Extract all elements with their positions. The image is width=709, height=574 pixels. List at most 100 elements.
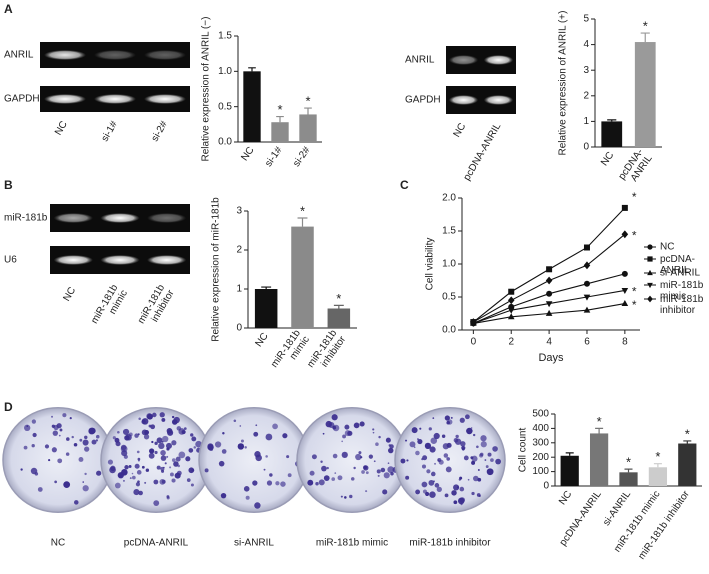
- colony: [426, 469, 431, 474]
- colony: [44, 444, 50, 449]
- data-point: [583, 261, 591, 270]
- bar: [648, 467, 668, 486]
- colony: [436, 486, 442, 493]
- y-tick-label: 500: [532, 409, 549, 420]
- y-axis-label: Relative expression of ANRIL (−): [201, 17, 212, 162]
- colony: [472, 433, 476, 437]
- colony: [459, 497, 465, 503]
- colony: [378, 435, 381, 439]
- y-axis-label: Cell viability: [425, 238, 436, 291]
- colony: [347, 430, 353, 436]
- data-point: [583, 244, 590, 251]
- colony: [373, 460, 376, 463]
- colony: [188, 467, 195, 474]
- colony: [429, 491, 436, 498]
- colony: [112, 436, 116, 440]
- colony: [178, 428, 186, 435]
- colony: [129, 477, 132, 480]
- colony: [31, 444, 35, 448]
- gel-lane-label: NC: [53, 119, 70, 137]
- x-axis-label: Days: [538, 352, 564, 364]
- colony: [146, 413, 153, 420]
- colony: [424, 442, 432, 450]
- colony: [332, 425, 337, 430]
- colony: [95, 434, 100, 439]
- gel-lane-label: miR-181bmimic: [89, 282, 130, 331]
- colony: [233, 419, 237, 423]
- x-tick-label: 4: [546, 337, 552, 348]
- colony: [171, 440, 177, 446]
- colony: [315, 481, 319, 486]
- colony: [282, 433, 288, 439]
- colony: [453, 500, 458, 505]
- colony: [287, 473, 292, 478]
- legend-label: miR-181b inhibitor: [660, 294, 704, 316]
- colony: [434, 483, 440, 488]
- colony: [255, 454, 262, 462]
- colony: [74, 500, 79, 505]
- gel-band: [100, 255, 140, 265]
- x-tick-label: NC: [599, 150, 616, 168]
- colony: [428, 479, 435, 486]
- colony: [433, 432, 440, 440]
- x-tick-label: miR-181b inhibitor: [636, 488, 692, 561]
- colony: [432, 417, 435, 420]
- colony: [269, 473, 273, 477]
- colony: [124, 465, 129, 470]
- colony: [344, 424, 350, 430]
- gel-band: [144, 50, 186, 60]
- data-point: [507, 313, 515, 320]
- colony: [131, 475, 136, 480]
- colony: [123, 479, 125, 482]
- colony: [419, 427, 422, 430]
- colony: [353, 466, 356, 470]
- y-tick-label: 0.0: [218, 137, 232, 148]
- colony: [154, 450, 158, 455]
- colony: [307, 479, 314, 486]
- colony: [340, 495, 343, 498]
- colony: [171, 478, 176, 483]
- significance-marker: *: [655, 449, 660, 464]
- colony: [286, 455, 290, 459]
- x-tick-label: si-2#: [291, 145, 313, 169]
- bar: [299, 114, 317, 142]
- colony: [375, 442, 379, 446]
- colony: [134, 433, 139, 438]
- colony: [323, 475, 330, 482]
- colony: [48, 459, 51, 462]
- colony: [372, 431, 375, 434]
- colony: [387, 466, 395, 473]
- colony: [479, 452, 484, 457]
- bar: [634, 42, 656, 147]
- bar: [589, 433, 609, 486]
- colony: [156, 465, 161, 470]
- colony: [59, 428, 63, 432]
- colony: [385, 437, 391, 443]
- colony: [176, 470, 182, 476]
- data-point: [545, 276, 553, 285]
- gel-row-label: GAPDH: [4, 94, 40, 105]
- colony: [350, 477, 355, 481]
- colony: [492, 446, 498, 452]
- gel-row-label: GAPDH: [405, 95, 441, 106]
- colony: [114, 437, 120, 443]
- colony: [422, 455, 428, 461]
- y-tick-label: 0.5: [442, 292, 456, 303]
- colony: [349, 494, 353, 499]
- gel-row-label: miR-181b: [4, 213, 48, 224]
- colony: [383, 472, 390, 479]
- significance-marker: *: [305, 94, 310, 109]
- error-bar: [624, 468, 633, 473]
- data-point: [545, 309, 553, 316]
- colony: [96, 470, 102, 476]
- data-point: [546, 290, 553, 297]
- colony: [415, 489, 421, 495]
- significance-marker: *: [597, 414, 602, 429]
- colony: [388, 447, 394, 454]
- colony: [263, 468, 266, 471]
- colony: [272, 423, 278, 430]
- colony: [69, 417, 72, 420]
- colony: [477, 469, 480, 471]
- colony: [254, 502, 261, 509]
